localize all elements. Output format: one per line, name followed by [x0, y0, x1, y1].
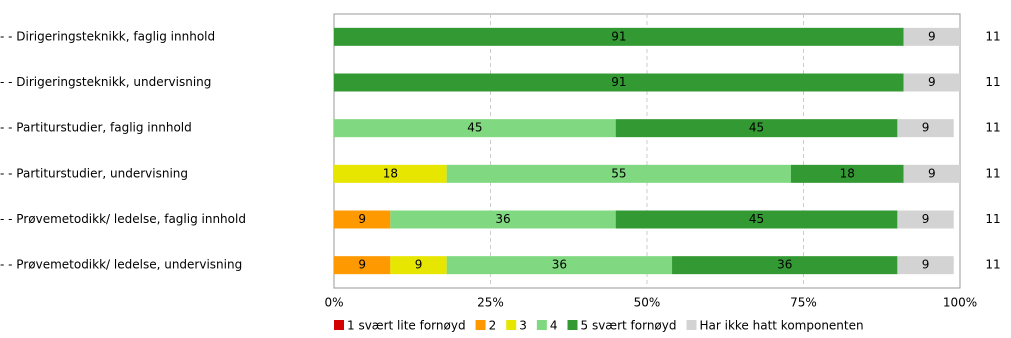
legend-swatch — [686, 320, 697, 330]
bar-segment — [334, 164, 447, 183]
legend-label: 1 svært lite fornøyd — [347, 319, 466, 333]
n-label: 11 — [985, 258, 1000, 272]
bar-segment — [446, 256, 673, 275]
x-tick-label: 25% — [477, 296, 504, 310]
bar-segment — [672, 256, 898, 275]
x-tick-label: 0% — [324, 296, 343, 310]
legend-label: Har ikke hatt komponenten — [700, 319, 864, 333]
bar-segment — [615, 210, 898, 229]
legend-swatch — [334, 320, 344, 330]
bar-segment — [903, 164, 960, 183]
bar-segment — [334, 27, 904, 46]
value-label: 36 — [552, 258, 567, 272]
n-label: 11 — [985, 75, 1000, 89]
legend-label: 4 — [550, 319, 558, 333]
bar-segment — [334, 210, 391, 229]
category-label: - - Dirigeringsteknikk, undervisning — [0, 75, 211, 89]
legend-swatch — [567, 320, 578, 330]
legend-label: 5 svært fornøyd — [581, 319, 677, 333]
value-label: 9 — [415, 258, 423, 272]
bar-segment — [334, 73, 904, 92]
bar-segment — [790, 164, 904, 183]
value-label: 9 — [928, 75, 936, 89]
x-tick-label: 100% — [943, 296, 977, 310]
legend-swatch — [536, 320, 547, 330]
value-label: 9 — [928, 29, 936, 43]
value-label: 9 — [928, 166, 936, 180]
category-label: - - Partiturstudier, faglig innhold — [0, 121, 192, 135]
value-label: 9 — [922, 212, 930, 226]
n-label: 11 — [985, 121, 1000, 135]
category-label: - - Prøvemetodikk/ ledelse, faglig innho… — [0, 212, 246, 226]
legend-swatch — [506, 320, 517, 330]
value-label: 18 — [383, 166, 398, 180]
category-label: - - Dirigeringsteknikk, faglig innhold — [0, 29, 215, 43]
category-label: - - Prøvemetodikk/ ledelse, undervisning — [0, 258, 242, 272]
value-label: 55 — [611, 166, 626, 180]
value-label: 9 — [358, 258, 366, 272]
legend-swatch — [475, 320, 486, 330]
value-label: 9 — [358, 212, 366, 226]
bar-segment — [390, 256, 447, 275]
bar-segment — [334, 119, 616, 138]
value-label: 36 — [495, 212, 510, 226]
value-label: 9 — [922, 258, 930, 272]
legend-label: 3 — [519, 319, 527, 333]
category-label: - - Partiturstudier, undervisning — [0, 166, 188, 180]
value-label: 45 — [749, 212, 764, 226]
n-label: 11 — [985, 166, 1000, 180]
value-label: 36 — [777, 258, 792, 272]
value-label: 91 — [611, 75, 626, 89]
bar-segment — [897, 119, 954, 138]
n-label: 11 — [985, 212, 1000, 226]
value-label: 18 — [840, 166, 855, 180]
n-label: 11 — [985, 29, 1000, 43]
bar-segment — [897, 256, 954, 275]
value-label: 91 — [611, 29, 626, 43]
value-label: 45 — [467, 121, 482, 135]
legend-label: 2 — [489, 319, 497, 333]
value-label: 9 — [922, 121, 930, 135]
bar-segment — [390, 210, 616, 229]
value-label: 45 — [749, 121, 764, 135]
bar-segment — [903, 73, 960, 92]
bar-segment — [897, 210, 954, 229]
bar-segment — [615, 119, 898, 138]
bar-segment — [334, 256, 391, 275]
x-tick-label: 50% — [634, 296, 661, 310]
bar-segment — [903, 27, 960, 46]
bar-segment — [446, 164, 791, 183]
x-tick-label: 75% — [790, 296, 817, 310]
